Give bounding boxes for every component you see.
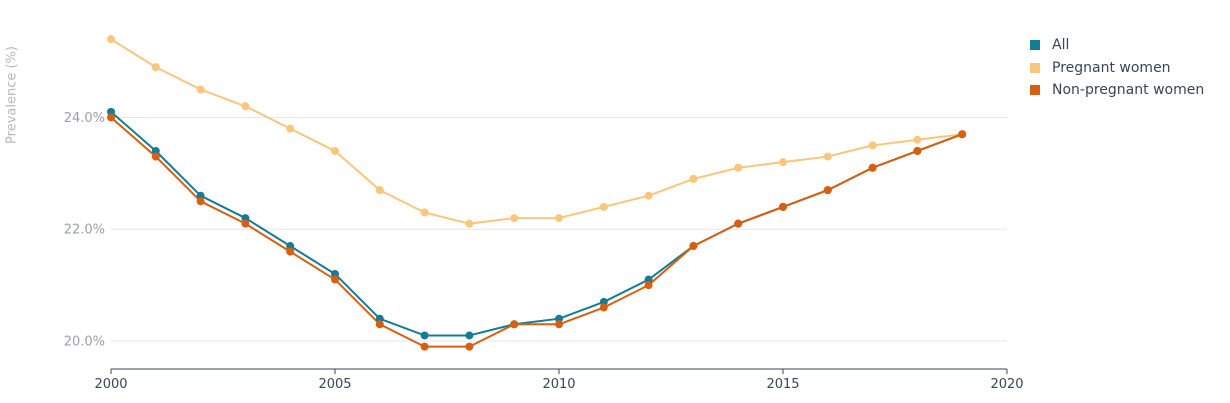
data-point-non-pregnant-women bbox=[689, 242, 698, 251]
series-points bbox=[107, 35, 967, 351]
x-tick-label: 2020 bbox=[990, 377, 1023, 392]
series-line-pregnant-women bbox=[110, 38, 963, 225]
data-point-non-pregnant-women bbox=[420, 342, 429, 351]
data-point-pregnant-women bbox=[734, 163, 743, 172]
data-point-all bbox=[420, 331, 429, 340]
data-point-pregnant-women bbox=[779, 158, 787, 167]
legend: All Pregnant women Non-pregnant women bbox=[1030, 34, 1204, 102]
data-point-all bbox=[196, 191, 205, 200]
y-tick-label: 22.0% bbox=[64, 223, 105, 238]
legend-label: Pregnant women bbox=[1052, 59, 1171, 76]
data-point-all bbox=[241, 214, 250, 223]
legend-label: Non-pregnant women bbox=[1052, 82, 1205, 99]
series-line-all bbox=[110, 111, 963, 337]
x-tick-label: 2010 bbox=[542, 377, 575, 392]
data-point-pregnant-women bbox=[823, 152, 832, 161]
data-point-non-pregnant-women bbox=[241, 219, 250, 228]
data-point-pregnant-women bbox=[196, 85, 205, 94]
data-point-pregnant-women bbox=[151, 63, 160, 72]
y-axis-ticks: 20.0% 22.0% 24.0% bbox=[64, 111, 105, 350]
legend-swatch bbox=[1030, 62, 1040, 73]
legend-swatch bbox=[1030, 40, 1040, 51]
data-point-non-pregnant-women bbox=[644, 281, 653, 290]
legend-swatch bbox=[1030, 85, 1040, 96]
y-axis-label-text: Prevalence (%) bbox=[4, 46, 20, 144]
data-point-all bbox=[331, 269, 339, 278]
data-point-pregnant-women bbox=[689, 174, 698, 183]
data-point-pregnant-women bbox=[375, 186, 384, 195]
gridlines bbox=[111, 116, 1007, 342]
data-point-non-pregnant-women bbox=[375, 320, 384, 329]
series-lines bbox=[110, 38, 963, 348]
legend-label: All bbox=[1052, 37, 1070, 54]
y-tick-label: 24.0% bbox=[64, 111, 105, 126]
y-tick-label: 20.0% bbox=[64, 335, 105, 350]
data-point-non-pregnant-women bbox=[913, 146, 922, 155]
data-point-all bbox=[644, 275, 653, 284]
data-point-non-pregnant-women bbox=[286, 247, 295, 256]
data-point-pregnant-women bbox=[241, 102, 250, 111]
data-point-pregnant-women bbox=[107, 35, 115, 44]
data-point-non-pregnant-women bbox=[465, 342, 474, 351]
legend-item-all[interactable]: All bbox=[1030, 34, 1204, 57]
data-point-pregnant-women bbox=[599, 202, 608, 211]
data-point-pregnant-women bbox=[913, 135, 922, 144]
data-point-non-pregnant-women bbox=[331, 275, 339, 284]
data-point-non-pregnant-women bbox=[107, 113, 115, 122]
data-point-pregnant-women bbox=[555, 214, 563, 223]
data-point-pregnant-women bbox=[420, 208, 429, 217]
data-point-all bbox=[151, 146, 160, 155]
data-point-pregnant-women bbox=[868, 141, 877, 150]
data-point-non-pregnant-women bbox=[734, 219, 743, 228]
data-point-non-pregnant-women bbox=[958, 130, 967, 139]
data-point-pregnant-women bbox=[644, 191, 653, 200]
data-point-non-pregnant-women bbox=[599, 303, 608, 312]
data-point-pregnant-women bbox=[465, 219, 474, 228]
data-point-non-pregnant-women bbox=[151, 152, 160, 161]
data-point-all bbox=[107, 107, 115, 116]
legend-item-pregnant-women[interactable]: Pregnant women bbox=[1030, 57, 1204, 80]
data-point-non-pregnant-women bbox=[779, 202, 787, 211]
data-point-non-pregnant-women bbox=[510, 320, 519, 329]
data-point-all bbox=[555, 314, 563, 323]
x-tick-label: 2000 bbox=[94, 377, 127, 392]
data-point-non-pregnant-women bbox=[555, 320, 563, 329]
legend-item-non-pregnant-women[interactable]: Non-pregnant women bbox=[1030, 79, 1204, 102]
data-point-pregnant-women bbox=[286, 124, 295, 133]
data-point-all bbox=[286, 242, 295, 251]
data-point-pregnant-women bbox=[510, 214, 519, 223]
data-point-all bbox=[375, 314, 384, 323]
data-point-pregnant-women bbox=[331, 146, 339, 155]
data-point-non-pregnant-women bbox=[868, 163, 877, 172]
data-point-non-pregnant-women bbox=[823, 186, 832, 195]
x-axis: 2000 2005 2010 2015 2020 bbox=[94, 368, 1024, 392]
data-point-non-pregnant-women bbox=[196, 197, 205, 206]
series-line-non-pregnant-women bbox=[110, 116, 963, 348]
y-axis-label: Prevalence (%) bbox=[2, 40, 22, 150]
data-point-all bbox=[465, 331, 474, 340]
x-tick-label: 2015 bbox=[766, 377, 799, 392]
x-tick-label: 2005 bbox=[318, 377, 351, 392]
data-point-all bbox=[599, 297, 608, 306]
